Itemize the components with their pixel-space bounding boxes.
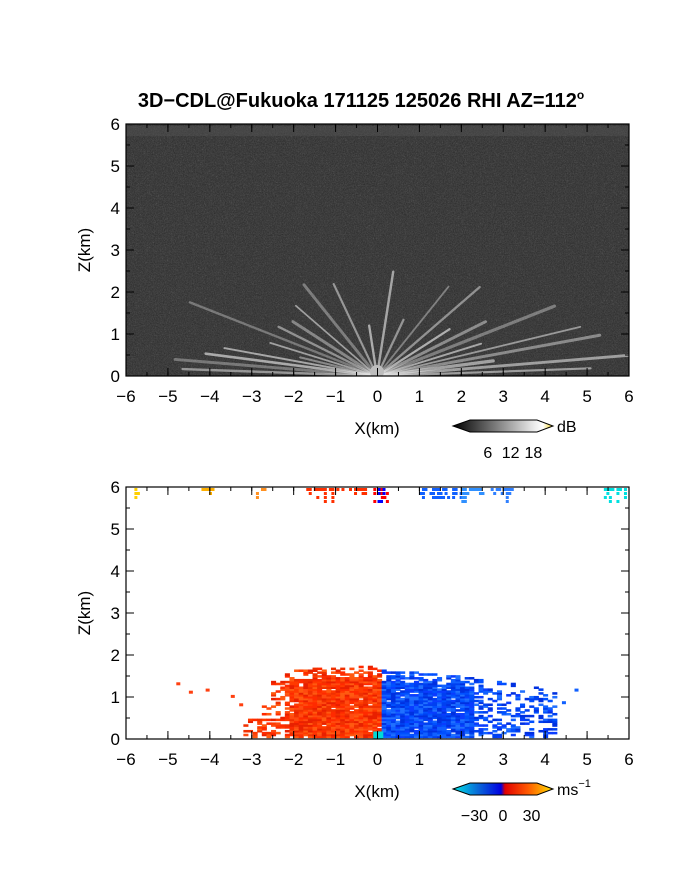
velocity-xtick-label: −4 [200, 750, 219, 769]
reflectivity-ytick-label: 3 [111, 241, 120, 260]
reflectivity-ytick-label: 5 [111, 157, 120, 176]
reflectivity-xtick-label: −6 [116, 387, 135, 406]
velocity-xtick-label: −3 [242, 750, 261, 769]
velocity-xlabel: X(km) [354, 782, 399, 801]
velocity-ytick-label: 3 [111, 604, 120, 623]
reflectivity-colorbar-label: dB [557, 419, 577, 436]
velocity-ytick-label: 0 [111, 730, 120, 749]
reflectivity-colorbar-tick: 18 [525, 445, 543, 462]
reflectivity-field [126, 124, 629, 376]
velocity-colorbar-tick: 30 [523, 808, 541, 825]
reflectivity-ylabel: Z(km) [75, 228, 94, 272]
velocity-ytick-label: 5 [111, 520, 120, 539]
velocity-xtick-label: 0 [373, 750, 382, 769]
reflectivity-ytick-label: 0 [111, 367, 120, 386]
reflectivity-xtick-label: −2 [284, 387, 303, 406]
reflectivity-xlabel: X(km) [354, 419, 399, 438]
velocity-xtick-label: −5 [158, 750, 177, 769]
velocity-xtick-label: 4 [540, 750, 549, 769]
reflectivity-xtick-label: −3 [242, 387, 261, 406]
velocity-colorbar-tick: −30 [461, 808, 488, 825]
reflectivity-xtick-label: 3 [499, 387, 508, 406]
velocity-colorbar-tick: 0 [499, 808, 508, 825]
reflectivity-axes: −6 −5 −4 −3 −2 −1 0 1 2 3 4 5 6 0 1 2 3 4 5 6 [111, 115, 634, 406]
reflectivity-xtick-label: −4 [200, 387, 219, 406]
reflectivity-xtick-label: 6 [624, 387, 633, 406]
reflectivity-xtick-label: 2 [457, 387, 466, 406]
radial-beams [173, 270, 629, 376]
reflectivity-colorbar-tick: 12 [502, 445, 520, 462]
velocity-panel: −6 −5 −4 −3 −2 −1 0 1 2 3 4 5 6 0 1 2 3 4 5 6 X(km) Z(km) m… [75, 478, 634, 825]
velocity-pixels [134, 488, 627, 739]
reflectivity-ytick-label: 4 [111, 199, 120, 218]
velocity-xtick-label: 3 [499, 750, 508, 769]
velocity-ytick-label: 4 [111, 562, 120, 581]
velocity-ytick-label: 6 [111, 478, 120, 497]
reflectivity-ytick-label: 1 [111, 325, 120, 344]
velocity-ylabel: Z(km) [75, 591, 94, 635]
velocity-xtick-label: 5 [582, 750, 591, 769]
reflectivity-xtick-label: 0 [373, 387, 382, 406]
reflectivity-ytick-label: 6 [111, 115, 120, 134]
velocity-xtick-label: 1 [415, 750, 424, 769]
velocity-axes: −6 −5 −4 −3 −2 −1 0 1 2 3 4 5 6 0 1 2 3 4 5 6 [111, 478, 634, 769]
reflectivity-ytick-label: 2 [111, 283, 120, 302]
chart-title: 3D−CDL@Fukuoka 171125 125026 RHI AZ=112o [138, 88, 584, 112]
reflectivity-xtick-label: −5 [158, 387, 177, 406]
echo-fan [126, 301, 629, 376]
reflectivity-xtick-label: −1 [326, 387, 345, 406]
reflectivity-colorbar-tick: 6 [483, 445, 492, 462]
velocity-colorbar-label: ms−1 [557, 778, 591, 799]
velocity-ytick-label: 1 [111, 688, 120, 707]
velocity-xtick-label: 2 [457, 750, 466, 769]
reflectivity-xtick-label: 5 [582, 387, 591, 406]
velocity-ytick-label: 2 [111, 646, 120, 665]
velocity-xtick-label: −1 [326, 750, 345, 769]
velocity-colorbar: ms−1 −30 0 30 [451, 778, 591, 825]
velocity-xtick-label: 6 [624, 750, 633, 769]
reflectivity-colorbar: dB 6 12 18 [451, 419, 577, 462]
velocity-field [126, 487, 629, 739]
velocity-xtick-label: −2 [284, 750, 303, 769]
velocity-xtick-label: −6 [116, 750, 135, 769]
reflectivity-xtick-label: 4 [540, 387, 549, 406]
reflectivity-xtick-label: 1 [415, 387, 424, 406]
